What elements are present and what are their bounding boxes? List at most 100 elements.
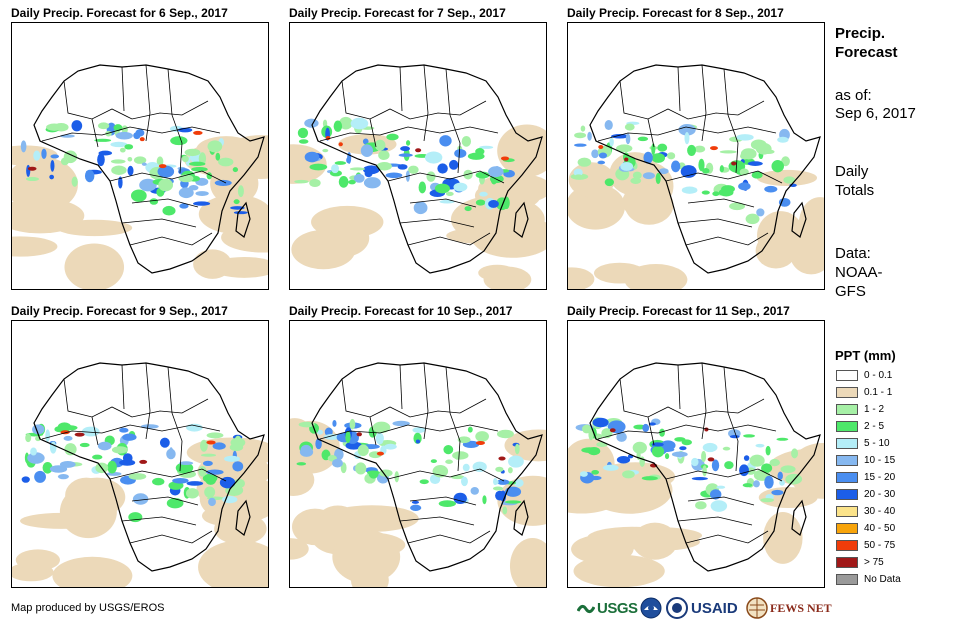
precip-area bbox=[384, 443, 397, 450]
precip-area bbox=[349, 418, 356, 430]
panel-title-3: Daily Precip. Forecast for 8 Sep., 2017 bbox=[567, 6, 784, 20]
precip-area bbox=[475, 199, 486, 206]
legend-label: 40 - 50 bbox=[864, 523, 896, 534]
precip-area bbox=[432, 464, 449, 478]
precip-area bbox=[172, 477, 189, 484]
precip-area bbox=[764, 475, 774, 489]
country-border bbox=[387, 468, 505, 482]
precip-core bbox=[415, 148, 422, 153]
precip-area bbox=[30, 447, 37, 456]
data-source-line2: NOAA- bbox=[835, 264, 883, 281]
precip-area bbox=[581, 447, 598, 453]
precip-core bbox=[498, 456, 506, 461]
country-border bbox=[171, 114, 183, 174]
legend-label: 0 - 0.1 bbox=[864, 370, 893, 381]
precip-area bbox=[764, 185, 778, 193]
precip-area bbox=[419, 479, 429, 485]
legend-item: 50 - 75 bbox=[836, 539, 895, 552]
precip-area bbox=[497, 124, 546, 177]
precip-area bbox=[760, 498, 775, 503]
coastline bbox=[33, 64, 265, 274]
precip-area bbox=[771, 489, 784, 496]
country-border bbox=[449, 412, 461, 472]
precip-area bbox=[94, 138, 112, 142]
precip-area bbox=[294, 179, 309, 184]
precip-area bbox=[111, 165, 127, 175]
precip-area bbox=[333, 120, 343, 132]
precip-area bbox=[502, 506, 508, 515]
precip-area bbox=[632, 441, 647, 454]
precip-area bbox=[591, 469, 600, 475]
precip-area bbox=[694, 145, 706, 153]
precip-area bbox=[59, 460, 76, 468]
legend-swatch bbox=[836, 438, 858, 449]
precip-area bbox=[50, 159, 55, 172]
precip-area bbox=[701, 450, 707, 463]
precip-area bbox=[755, 443, 765, 448]
precip-area bbox=[603, 464, 619, 471]
coastline bbox=[513, 201, 529, 238]
precip-area bbox=[743, 434, 756, 438]
precip-area bbox=[186, 481, 204, 486]
precip-area bbox=[495, 466, 504, 472]
country-border bbox=[423, 64, 429, 114]
precip-area bbox=[205, 475, 217, 485]
country-border bbox=[41, 126, 221, 142]
precip-area bbox=[508, 455, 524, 468]
precip-area bbox=[229, 443, 244, 452]
precip-area bbox=[738, 182, 751, 191]
precip-area bbox=[664, 453, 670, 460]
precip-area bbox=[128, 512, 143, 523]
usaid-logo-text: USAID bbox=[691, 599, 738, 617]
precip-area bbox=[166, 498, 184, 509]
precip-area bbox=[130, 189, 147, 202]
precip-area bbox=[596, 442, 608, 447]
precip-area bbox=[504, 500, 522, 504]
country-border bbox=[63, 378, 209, 418]
precip-area bbox=[233, 211, 248, 215]
precip-area bbox=[574, 132, 587, 139]
precip-area bbox=[46, 123, 63, 131]
country-border bbox=[687, 198, 755, 208]
precip-core bbox=[206, 440, 216, 445]
country-border bbox=[167, 68, 173, 116]
precip-area bbox=[475, 431, 489, 442]
precip-area bbox=[186, 423, 203, 432]
precip-area bbox=[736, 134, 754, 141]
precip-area bbox=[691, 457, 699, 467]
precip-area bbox=[157, 165, 175, 178]
precip-area bbox=[25, 433, 32, 443]
panel-title-5: Daily Precip. Forecast for 10 Sep., 2017 bbox=[289, 304, 513, 318]
country-border bbox=[399, 218, 475, 228]
precip-area bbox=[777, 471, 783, 481]
precip-area bbox=[771, 160, 784, 173]
country-border bbox=[701, 112, 707, 142]
noaa-seal-icon bbox=[640, 597, 662, 619]
legend-swatch bbox=[836, 574, 858, 585]
country-border bbox=[63, 80, 209, 120]
data-source-line3: GFS bbox=[835, 283, 866, 300]
precip-area bbox=[45, 429, 51, 443]
precip-area bbox=[140, 424, 159, 429]
legend-swatch bbox=[836, 506, 858, 517]
precip-area bbox=[761, 463, 773, 473]
precip-core bbox=[609, 428, 616, 433]
precip-area bbox=[185, 488, 199, 499]
precip-area bbox=[219, 476, 236, 489]
country-border bbox=[647, 416, 655, 446]
precip-area bbox=[604, 178, 614, 187]
precip-area bbox=[710, 489, 722, 500]
precip-map-svg bbox=[568, 362, 824, 587]
precip-area bbox=[304, 151, 320, 163]
legend-label: 0.1 - 1 bbox=[864, 387, 893, 398]
precip-area bbox=[34, 470, 46, 483]
coastline bbox=[33, 362, 265, 572]
country-border bbox=[685, 232, 769, 246]
precip-area bbox=[637, 136, 649, 142]
precip-area bbox=[158, 178, 174, 192]
precip-core bbox=[158, 164, 167, 169]
precip-area bbox=[574, 143, 587, 147]
country-border bbox=[121, 364, 125, 410]
legend-swatch bbox=[836, 557, 858, 568]
country-border bbox=[91, 416, 99, 446]
